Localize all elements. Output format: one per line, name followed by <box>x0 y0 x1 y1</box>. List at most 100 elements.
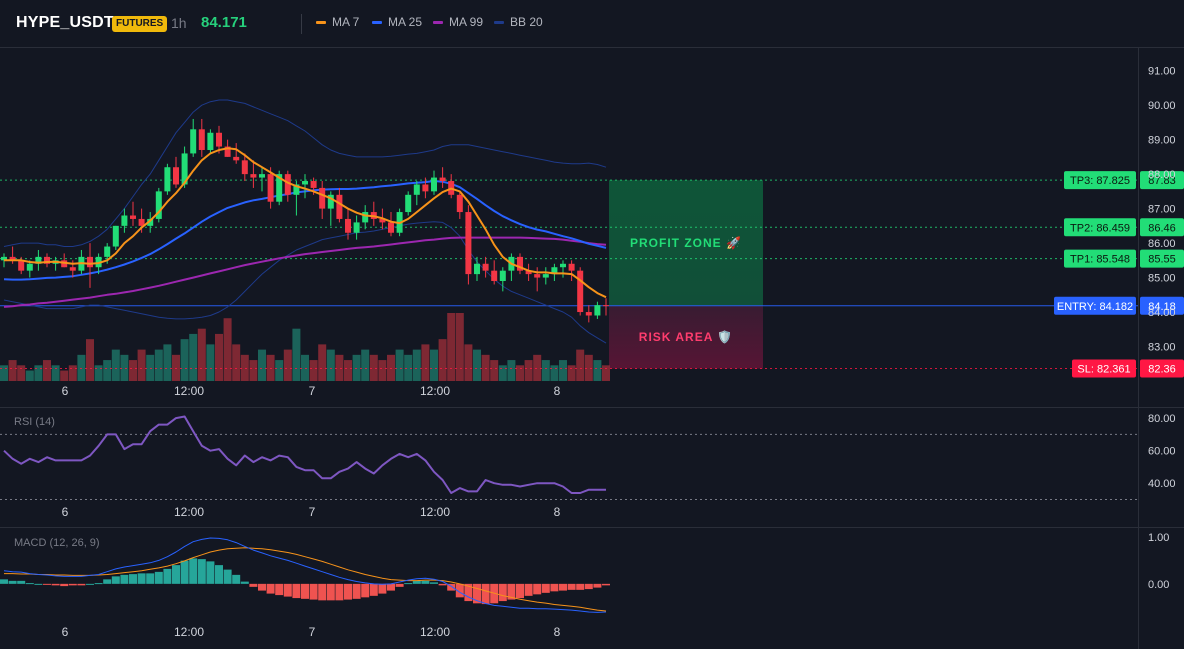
symbol-name[interactable]: HYPE_USDT <box>16 14 114 31</box>
candle-body <box>293 184 300 195</box>
volume-bar <box>584 354 593 381</box>
candle-body <box>302 181 308 185</box>
volume-bar <box>292 328 301 381</box>
macd-histogram-bar <box>567 583 576 590</box>
macd-histogram-bar <box>120 574 129 584</box>
time-label-macd: 12:00 <box>174 625 204 639</box>
candle-body <box>482 263 489 271</box>
macd-histogram-bar <box>163 568 172 584</box>
profit-zone-label: PROFIT ZONE 🚀 <box>630 236 742 250</box>
candle-body <box>284 174 291 195</box>
volume-bar <box>326 349 335 381</box>
volume-bar <box>352 354 361 381</box>
macd-histogram-bar <box>146 573 155 584</box>
macd-histogram-bar <box>352 583 361 599</box>
volume-bar <box>206 344 215 381</box>
candle-body <box>250 174 257 178</box>
legend-ma7[interactable]: MA 7 <box>316 15 359 29</box>
level-axis-tag-tp2 <box>1140 218 1184 237</box>
candle-body <box>130 215 136 219</box>
volume-bar <box>120 354 129 381</box>
candle-body <box>44 256 50 264</box>
level-tag-sl <box>1072 359 1136 378</box>
candle-body <box>61 260 68 268</box>
candle-body <box>155 191 162 219</box>
volume-bar <box>559 360 567 381</box>
candle-body <box>456 194 463 213</box>
macd-histogram-bar <box>378 583 387 594</box>
macd-histogram-bar <box>68 583 77 586</box>
macd-histogram-bar <box>240 581 249 584</box>
volume-bar <box>8 360 17 381</box>
candle-body <box>216 132 222 147</box>
volume-bar <box>404 354 413 381</box>
candle-body <box>379 218 386 223</box>
time-label-main: 12:00 <box>174 384 204 398</box>
candle-body <box>534 274 541 278</box>
level-axis-text-entry: 84.18 <box>1148 301 1176 313</box>
macd-histogram-bar <box>301 583 309 599</box>
candle-body <box>181 153 188 185</box>
rsi-line <box>3 415 606 494</box>
time-label-macd: 7 <box>309 625 316 639</box>
risk-zone-label: RISK AREA 🛡️ <box>639 330 733 344</box>
legend-bb20-swatch <box>494 20 504 24</box>
last-price: 84.171 <box>201 14 247 31</box>
level-tag-text-tp3: TP3: 87.825 <box>1070 175 1130 187</box>
volume-bar <box>318 344 327 381</box>
macd-histogram-bar <box>25 583 34 585</box>
candle-body <box>499 270 506 282</box>
macd-histogram-bar <box>275 583 284 596</box>
macd-histogram-bar <box>206 561 215 584</box>
level-axis-tag-sl <box>1140 359 1184 378</box>
legend-ma99-swatch <box>433 20 443 24</box>
volume-bar <box>533 354 542 381</box>
risk-zone <box>609 305 763 369</box>
level-tag-text-entry: ENTRY: 84.182 <box>1057 301 1133 313</box>
volume-bar <box>25 370 34 381</box>
volume-bar <box>86 339 94 381</box>
candle-body <box>310 181 317 188</box>
candle-body <box>87 256 93 268</box>
legend-ma99[interactable]: MA 99 <box>433 15 483 29</box>
volume-bar <box>163 344 172 381</box>
candle-body <box>276 174 283 202</box>
volume-bar <box>94 365 103 381</box>
macd-histogram-bar <box>223 569 232 584</box>
time-label-macd: 6 <box>62 625 69 639</box>
legend-bb20[interactable]: BB 20 <box>494 15 543 29</box>
volume-bar <box>473 349 481 381</box>
macd-histogram-bar <box>137 573 146 584</box>
rsi-tick-label: 80.00 <box>1148 413 1176 425</box>
volume-bar <box>421 344 430 381</box>
macd-histogram-bar <box>369 583 378 596</box>
macd-signal-line <box>4 547 607 612</box>
volume-bar <box>550 365 559 381</box>
candle-body <box>241 160 248 175</box>
candle-body <box>517 256 523 271</box>
macd-histogram-bar <box>111 576 120 584</box>
time-label-macd: 12:00 <box>420 625 450 639</box>
level-tag-entry <box>1054 296 1136 315</box>
bb-lower-line <box>3 221 607 344</box>
macd-histogram-bar <box>593 583 602 588</box>
interval-selector[interactable]: 1h <box>171 15 187 31</box>
volume-bar <box>447 313 456 381</box>
volume-bar <box>283 349 292 381</box>
candle-body <box>431 177 437 192</box>
chart-header: HYPE_USDT FUTURES 1h 84.171 MA 7 MA 25 M… <box>0 0 1184 48</box>
candle-body <box>388 222 394 233</box>
macd-histogram-bar <box>17 580 26 584</box>
candle-body <box>267 174 274 202</box>
level-axis-tag-tp3 <box>1140 171 1184 190</box>
volume-bar <box>498 365 507 381</box>
legend-ma25[interactable]: MA 25 <box>372 15 422 29</box>
candle-body <box>327 194 334 209</box>
candle-body <box>198 129 205 150</box>
macd-histogram-bar <box>215 565 223 584</box>
candle-body <box>525 270 532 275</box>
macd-histogram-bar <box>464 583 473 602</box>
candle-body <box>353 222 360 233</box>
macd-histogram-bar <box>232 574 241 584</box>
